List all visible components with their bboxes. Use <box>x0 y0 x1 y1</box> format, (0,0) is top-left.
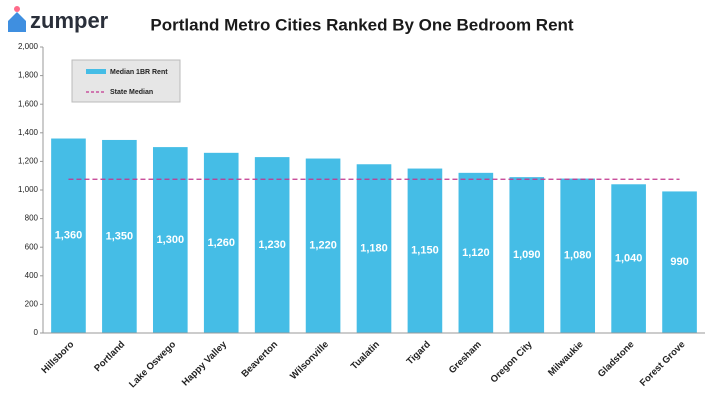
x-tick-label: Wilsonville <box>288 339 331 382</box>
logo: zumper <box>8 6 109 33</box>
y-tick-label: 1,000 <box>18 185 39 194</box>
logo-dot <box>14 6 20 12</box>
y-tick-label: 2,000 <box>18 42 39 51</box>
value-label: 1,220 <box>309 240 337 252</box>
value-label: 1,150 <box>411 245 439 257</box>
value-label: 1,360 <box>55 230 83 242</box>
bar <box>662 191 697 333</box>
x-tick-label: Forest Grove <box>638 339 688 389</box>
y-tick-label: 600 <box>25 242 39 251</box>
bar <box>407 168 443 333</box>
y-tick-label: 1,200 <box>18 157 39 166</box>
value-label: 1,350 <box>106 230 134 242</box>
x-tick-label: Lake Oswego <box>127 339 178 390</box>
y-tick-label: 400 <box>25 271 39 280</box>
bar <box>458 172 494 333</box>
y-tick-label: 800 <box>25 214 39 223</box>
y-tick-label: 200 <box>25 300 39 309</box>
value-label: 1,180 <box>360 243 388 255</box>
x-tick-label: Milwaukie <box>546 339 586 379</box>
legend-label: Median 1BR Rent <box>110 69 168 76</box>
value-label: 1,090 <box>513 249 541 261</box>
bar <box>305 158 341 333</box>
bar <box>102 139 137 333</box>
bar <box>356 164 392 333</box>
y-tick-label: 1,400 <box>18 128 39 137</box>
x-tick-label: Tigard <box>405 339 433 367</box>
chart-title: Portland Metro Cities Ranked By One Bedr… <box>150 15 574 34</box>
x-tick-label: Oregon City <box>488 339 535 386</box>
x-tick-label: Hillsboro <box>39 339 76 376</box>
y-tick-label: 1,600 <box>18 99 39 108</box>
x-tick-label: Tualatin <box>349 339 382 372</box>
y-tick-label: 0 <box>34 328 39 337</box>
x-tick-label: Gladstone <box>596 339 637 380</box>
bar <box>51 138 86 333</box>
x-tick-label: Portland <box>92 339 127 374</box>
logo-icon <box>8 12 26 32</box>
legend-swatch <box>86 69 106 74</box>
x-tick-label: Beaverton <box>239 339 280 380</box>
bar <box>560 178 596 333</box>
legend: Median 1BR Rent State Median <box>71 59 181 103</box>
bar <box>203 152 239 333</box>
value-label: 1,040 <box>615 253 643 265</box>
legend-box <box>71 59 181 103</box>
value-label: 1,120 <box>462 247 490 259</box>
bar <box>509 177 545 333</box>
bar <box>152 147 188 333</box>
bar <box>254 157 290 333</box>
x-tick-label: Gresham <box>447 339 484 376</box>
value-label: 1,230 <box>258 239 286 251</box>
value-label: 990 <box>670 256 688 268</box>
x-tick-label: Happy Valley <box>180 339 230 389</box>
legend-label: State Median <box>110 89 153 96</box>
value-label: 1,260 <box>207 237 235 249</box>
value-label: 1,080 <box>564 250 592 262</box>
value-label: 1,300 <box>157 234 185 246</box>
brand: zumper <box>30 8 109 33</box>
y-tick-label: 1,800 <box>18 71 39 80</box>
bar <box>611 184 646 333</box>
